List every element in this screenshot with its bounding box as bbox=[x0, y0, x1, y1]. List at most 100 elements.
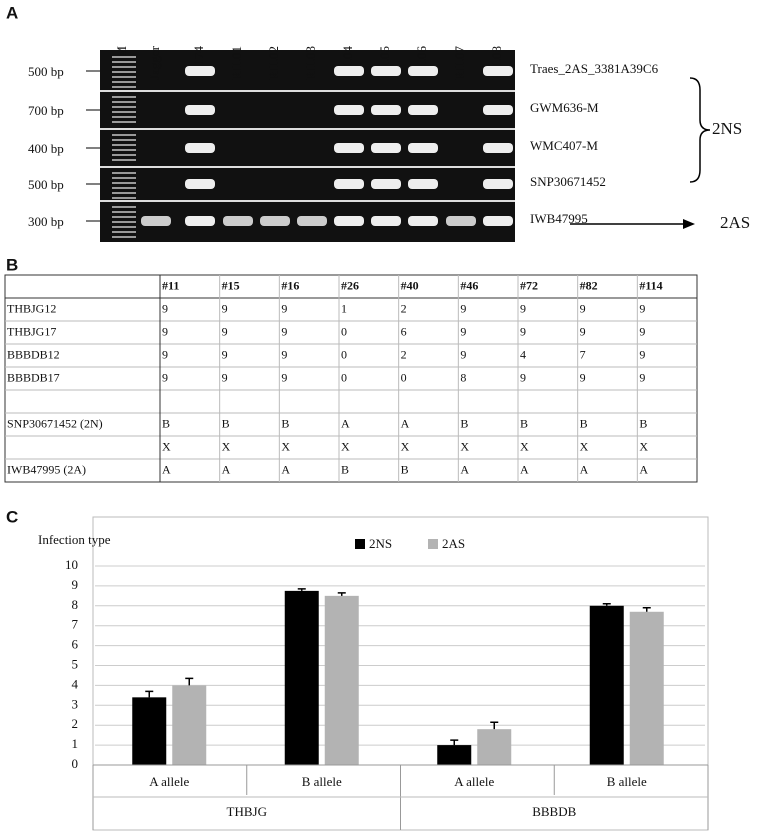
error-bar bbox=[450, 739, 459, 746]
gel-band bbox=[141, 216, 171, 226]
table-cell: X bbox=[281, 439, 290, 453]
ladder-band bbox=[112, 221, 136, 223]
gel-band bbox=[185, 105, 215, 115]
table-cell: 2 bbox=[401, 301, 407, 315]
bracket bbox=[689, 77, 711, 183]
table-cell: 2 bbox=[401, 347, 407, 361]
gel-band bbox=[334, 179, 364, 189]
ladder-band bbox=[112, 236, 136, 238]
bar bbox=[284, 590, 319, 765]
gel-band bbox=[371, 66, 401, 76]
table-cell: 9 bbox=[162, 347, 168, 361]
gel-band bbox=[483, 179, 513, 189]
panel-label: A bbox=[6, 3, 18, 22]
table-cell: BBBDB17 bbox=[7, 370, 60, 384]
gel-band bbox=[446, 216, 476, 226]
ladder-band bbox=[112, 71, 136, 73]
y-tick-label: 4 bbox=[72, 676, 79, 691]
table-cell: 9 bbox=[580, 301, 586, 315]
size-label: 500 bp bbox=[28, 177, 64, 192]
table-cell: 9 bbox=[639, 301, 645, 315]
table-cell: B bbox=[520, 416, 528, 430]
error-bar bbox=[602, 603, 611, 606]
bar bbox=[477, 729, 512, 765]
table-cell: 9 bbox=[520, 324, 526, 338]
marker-label: IWB47995 bbox=[530, 211, 588, 226]
table-cell: THBJG12 bbox=[7, 301, 56, 315]
arrow-label: 2AS bbox=[720, 213, 750, 232]
gel-band bbox=[185, 66, 215, 76]
table-cell: 9 bbox=[222, 324, 228, 338]
table-cell: X bbox=[222, 439, 231, 453]
bar bbox=[629, 611, 664, 765]
ladder-band bbox=[112, 149, 136, 151]
table-cell: B bbox=[341, 462, 349, 476]
table-cell: A bbox=[580, 462, 589, 476]
table-cell: X bbox=[520, 439, 529, 453]
ladder-band bbox=[112, 116, 136, 118]
table-cell: IWB47995 (2A) bbox=[7, 462, 86, 476]
bar bbox=[132, 697, 167, 765]
gel-band bbox=[223, 216, 253, 226]
table-cell: B bbox=[281, 416, 289, 430]
table-cell: 9 bbox=[520, 370, 526, 384]
y-axis-label: Infection type bbox=[38, 532, 111, 547]
header-cell: #72 bbox=[520, 278, 538, 292]
gel-band bbox=[185, 179, 215, 189]
group-label: BBBDB bbox=[532, 804, 576, 819]
gel-band bbox=[371, 216, 401, 226]
error-bar bbox=[297, 588, 306, 591]
table-cell: 9 bbox=[281, 347, 287, 361]
table-cell: 7 bbox=[580, 347, 586, 361]
x-tick-label: A allele bbox=[454, 774, 494, 789]
ladder-band bbox=[112, 206, 136, 208]
table-cell: 9 bbox=[281, 370, 287, 384]
ladder-band bbox=[112, 226, 136, 228]
ladder-band bbox=[112, 56, 136, 58]
gel-band bbox=[371, 143, 401, 153]
bar bbox=[437, 745, 472, 765]
table-cell: 9 bbox=[460, 301, 466, 315]
ladder-band bbox=[112, 159, 136, 161]
legend-swatch bbox=[355, 539, 365, 549]
table-cell: 9 bbox=[580, 370, 586, 384]
table-cell: B bbox=[222, 416, 230, 430]
lane-label: RIL03 bbox=[303, 46, 318, 80]
gel-band bbox=[371, 105, 401, 115]
table-cell: A bbox=[222, 462, 231, 476]
panel-label: C bbox=[6, 507, 18, 526]
ladder-band bbox=[112, 182, 136, 184]
bar bbox=[589, 605, 624, 765]
table-cell: 9 bbox=[162, 370, 168, 384]
ladder-band bbox=[112, 144, 136, 146]
table-cell: 9 bbox=[222, 301, 228, 315]
gel-band bbox=[408, 105, 438, 115]
header-cell: #15 bbox=[222, 278, 240, 292]
table-cell: B bbox=[401, 462, 409, 476]
ladder-band bbox=[112, 154, 136, 156]
marker-label: SNP30671452 bbox=[530, 174, 606, 189]
group-label: THBJG bbox=[227, 804, 267, 819]
ladder-band bbox=[112, 231, 136, 233]
table-cell: 9 bbox=[222, 347, 228, 361]
table-cell: 4 bbox=[520, 347, 526, 361]
legend-swatch bbox=[428, 539, 438, 549]
row-divider bbox=[100, 90, 515, 92]
ladder-band bbox=[112, 66, 136, 68]
gel-band bbox=[185, 216, 215, 226]
y-tick-label: 3 bbox=[72, 696, 79, 711]
table-cell: 0 bbox=[341, 370, 347, 384]
lane-label: Jagger bbox=[147, 45, 162, 80]
table-cell: 9 bbox=[222, 370, 228, 384]
y-tick-label: 2 bbox=[72, 716, 79, 731]
ladder-band bbox=[112, 216, 136, 218]
ladder-band bbox=[112, 86, 136, 88]
x-tick-label: B allele bbox=[607, 774, 647, 789]
y-tick-label: 9 bbox=[72, 577, 79, 592]
table-cell: 6 bbox=[401, 324, 407, 338]
gel-band bbox=[483, 105, 513, 115]
gel-band bbox=[297, 216, 327, 226]
lane-label: 2174 bbox=[191, 46, 206, 73]
table-cell: A bbox=[341, 416, 350, 430]
table-cell: 9 bbox=[281, 324, 287, 338]
